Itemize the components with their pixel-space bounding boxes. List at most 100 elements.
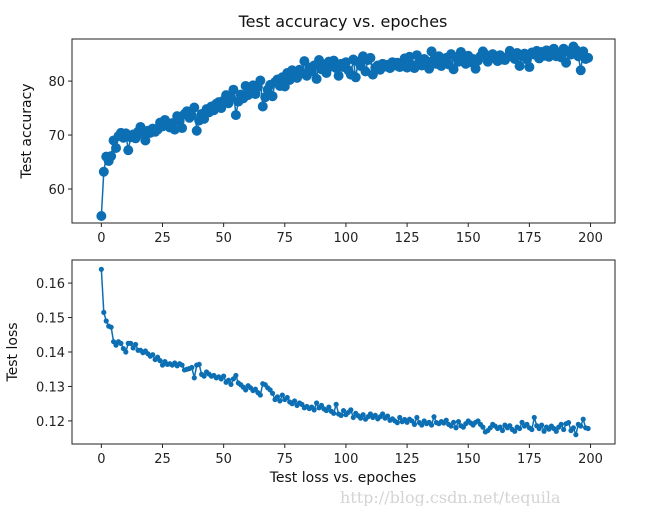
- data-point: [348, 407, 354, 413]
- data-point: [585, 425, 591, 432]
- data-point: [480, 424, 486, 430]
- data-point: [274, 394, 281, 400]
- data-point: [225, 92, 236, 103]
- data-point: [96, 210, 107, 221]
- data-point: [284, 394, 290, 401]
- bottom-y-axis-label: Test loss: [5, 322, 21, 382]
- data-point: [512, 428, 518, 434]
- y-tick-label: 0.16: [36, 277, 65, 292]
- y-tick-label: 0.12: [36, 415, 65, 430]
- data-point: [225, 377, 232, 383]
- watermark: http://blog.csdn.net/tequila: [340, 488, 561, 506]
- data-point: [179, 362, 185, 368]
- data-point: [350, 414, 356, 421]
- x-tick-label: 0: [97, 452, 105, 467]
- data-point: [424, 63, 435, 74]
- x-tick-label: 0: [97, 231, 105, 246]
- data-point: [196, 361, 202, 368]
- top-chart-title: Test accuracy vs. epoches: [238, 12, 448, 31]
- data-point: [128, 340, 134, 346]
- data-point: [397, 414, 403, 421]
- y-tick-label: 0.14: [36, 346, 65, 361]
- data-point: [216, 103, 227, 114]
- data-point: [507, 423, 513, 429]
- data-point: [455, 419, 462, 425]
- data-point: [360, 412, 366, 418]
- data-point: [150, 352, 156, 358]
- data-point: [260, 92, 271, 103]
- data-point: [123, 145, 134, 156]
- y-tick-label: 0.13: [36, 380, 65, 395]
- x-tick-label: 100: [334, 231, 359, 246]
- data-point: [565, 420, 572, 426]
- top-y-axis-label: Test accuracy: [19, 83, 35, 179]
- data-point: [499, 427, 506, 434]
- data-point: [541, 428, 547, 434]
- data-point: [106, 151, 117, 162]
- data-point: [580, 416, 586, 422]
- data-point: [453, 425, 459, 431]
- data-point: [575, 65, 586, 76]
- x-tick-label: 175: [517, 231, 542, 246]
- data-point: [311, 73, 322, 84]
- x-tick-label: 25: [154, 231, 171, 246]
- data-point: [186, 110, 197, 121]
- data-point: [98, 166, 109, 177]
- data-point: [98, 266, 104, 272]
- data-point: [428, 422, 435, 428]
- data-point: [177, 123, 188, 134]
- data-point: [279, 392, 285, 398]
- data-point: [394, 420, 400, 426]
- x-tick-label: 125: [395, 452, 420, 467]
- x-tick-label: 50: [215, 452, 232, 467]
- data-point: [365, 52, 376, 63]
- data-point: [132, 341, 139, 348]
- data-point: [257, 101, 268, 112]
- x-tick-label: 50: [215, 231, 232, 246]
- data-point: [331, 410, 337, 416]
- axes-frame: [71, 38, 616, 224]
- data-point: [380, 411, 386, 417]
- data-point: [558, 421, 564, 427]
- data-point: [291, 398, 298, 404]
- data-point: [384, 413, 391, 419]
- y-tick-label: 70: [48, 129, 65, 144]
- accuracy-axes: 0 25 50 75 100 125 150 175 200 60 70 80: [48, 38, 616, 246]
- data-point: [108, 324, 114, 330]
- data-point: [277, 398, 283, 404]
- x-tick-label: 200: [578, 452, 603, 467]
- data-point: [519, 419, 525, 425]
- data-point: [450, 419, 457, 425]
- data-point: [443, 417, 449, 423]
- data-point: [411, 421, 418, 427]
- data-point: [228, 84, 239, 95]
- data-point: [350, 72, 361, 83]
- data-point: [583, 52, 594, 63]
- data-point: [448, 64, 459, 75]
- data-point: [189, 102, 200, 113]
- data-point: [553, 428, 559, 434]
- data-point: [338, 412, 344, 419]
- x-tick-label: 125: [395, 231, 420, 246]
- data-point: [221, 373, 227, 379]
- data-point: [311, 407, 317, 413]
- data-point: [230, 110, 241, 121]
- data-point: [123, 349, 129, 355]
- x-tick-label: 150: [456, 231, 481, 246]
- data-point: [426, 46, 437, 57]
- data-point: [561, 57, 572, 68]
- data-point: [517, 425, 523, 432]
- x-tick-label: 175: [517, 452, 542, 467]
- data-point: [531, 414, 537, 421]
- data-point: [243, 387, 249, 393]
- x-tick-label: 200: [578, 231, 603, 246]
- data-point: [521, 54, 532, 65]
- data-point: [514, 60, 525, 71]
- data-point: [529, 426, 535, 433]
- data-point: [189, 364, 195, 371]
- data-point: [257, 392, 263, 398]
- y-tick-label: 80: [48, 75, 65, 90]
- data-point: [455, 46, 466, 57]
- data-point: [313, 400, 320, 406]
